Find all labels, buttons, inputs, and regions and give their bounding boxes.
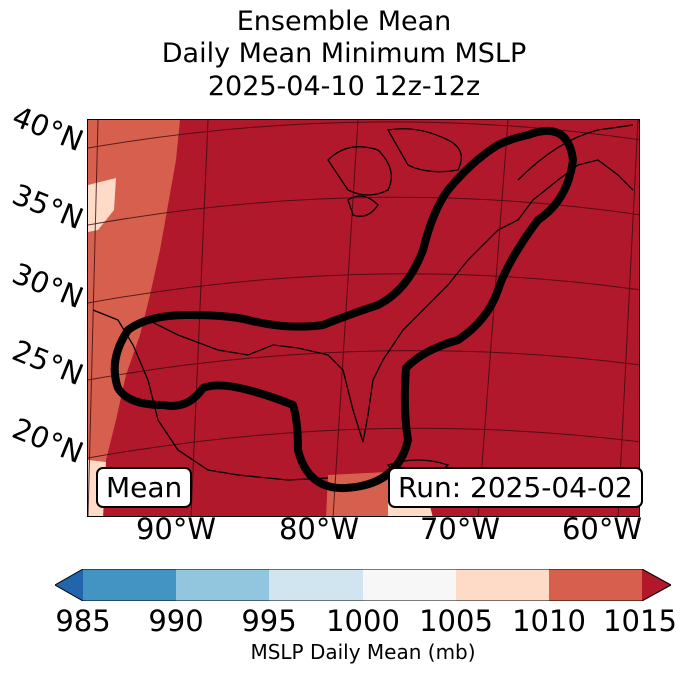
lon-label-80w: 80°W bbox=[278, 512, 360, 546]
mean-label: Mean bbox=[96, 467, 193, 508]
map-panel bbox=[87, 119, 640, 517]
colorbar-segment-985 bbox=[83, 569, 176, 601]
colorbar-segment-1000 bbox=[363, 569, 456, 601]
lat-label-30: 30°N bbox=[7, 256, 89, 316]
cbar-tick-990: 990 bbox=[148, 604, 204, 638]
colorbar-segment-990 bbox=[176, 569, 269, 601]
lat-label-20: 20°N bbox=[7, 411, 89, 471]
colorbar bbox=[55, 569, 671, 601]
colorbar-label: MSLP Daily Mean (mb) bbox=[250, 640, 476, 664]
lon-label-60w: 60°W bbox=[561, 512, 643, 546]
cbar-tick-1015: 1015 bbox=[603, 604, 677, 638]
run-label: Run: 2025-04-02 bbox=[388, 467, 643, 508]
mslp-contour bbox=[110, 127, 577, 493]
lat-label-40: 40°N bbox=[7, 99, 89, 159]
cbar-tick-1000: 1000 bbox=[326, 604, 400, 638]
colorbar-segment-995 bbox=[269, 569, 363, 601]
lon-label-70w: 70°W bbox=[419, 512, 501, 546]
colorbar-segment-1005 bbox=[456, 569, 549, 601]
title-line-1: Ensemble Mean bbox=[236, 6, 452, 37]
lat-label-35: 35°N bbox=[7, 177, 89, 237]
title-line-3: 2025-04-10 12z-12z bbox=[207, 71, 481, 102]
title-line-2: Daily Mean Minimum MSLP bbox=[161, 38, 527, 69]
cbar-tick-995: 995 bbox=[241, 604, 297, 638]
colorbar-min-arrow bbox=[55, 569, 83, 601]
lat-label-25: 25°N bbox=[7, 333, 89, 393]
colorbar-segment-1010 bbox=[549, 569, 642, 601]
field-1005-upper bbox=[88, 178, 116, 232]
cbar-tick-1010: 1010 bbox=[512, 604, 586, 638]
cbar-tick-985: 985 bbox=[55, 604, 111, 638]
map-svg bbox=[88, 120, 639, 516]
lon-label-90w: 90°W bbox=[135, 512, 217, 546]
cbar-tick-1005: 1005 bbox=[419, 604, 493, 638]
field-1010-west bbox=[88, 120, 180, 516]
coastlines bbox=[92, 124, 634, 481]
colorbar-max-arrow bbox=[642, 569, 671, 601]
